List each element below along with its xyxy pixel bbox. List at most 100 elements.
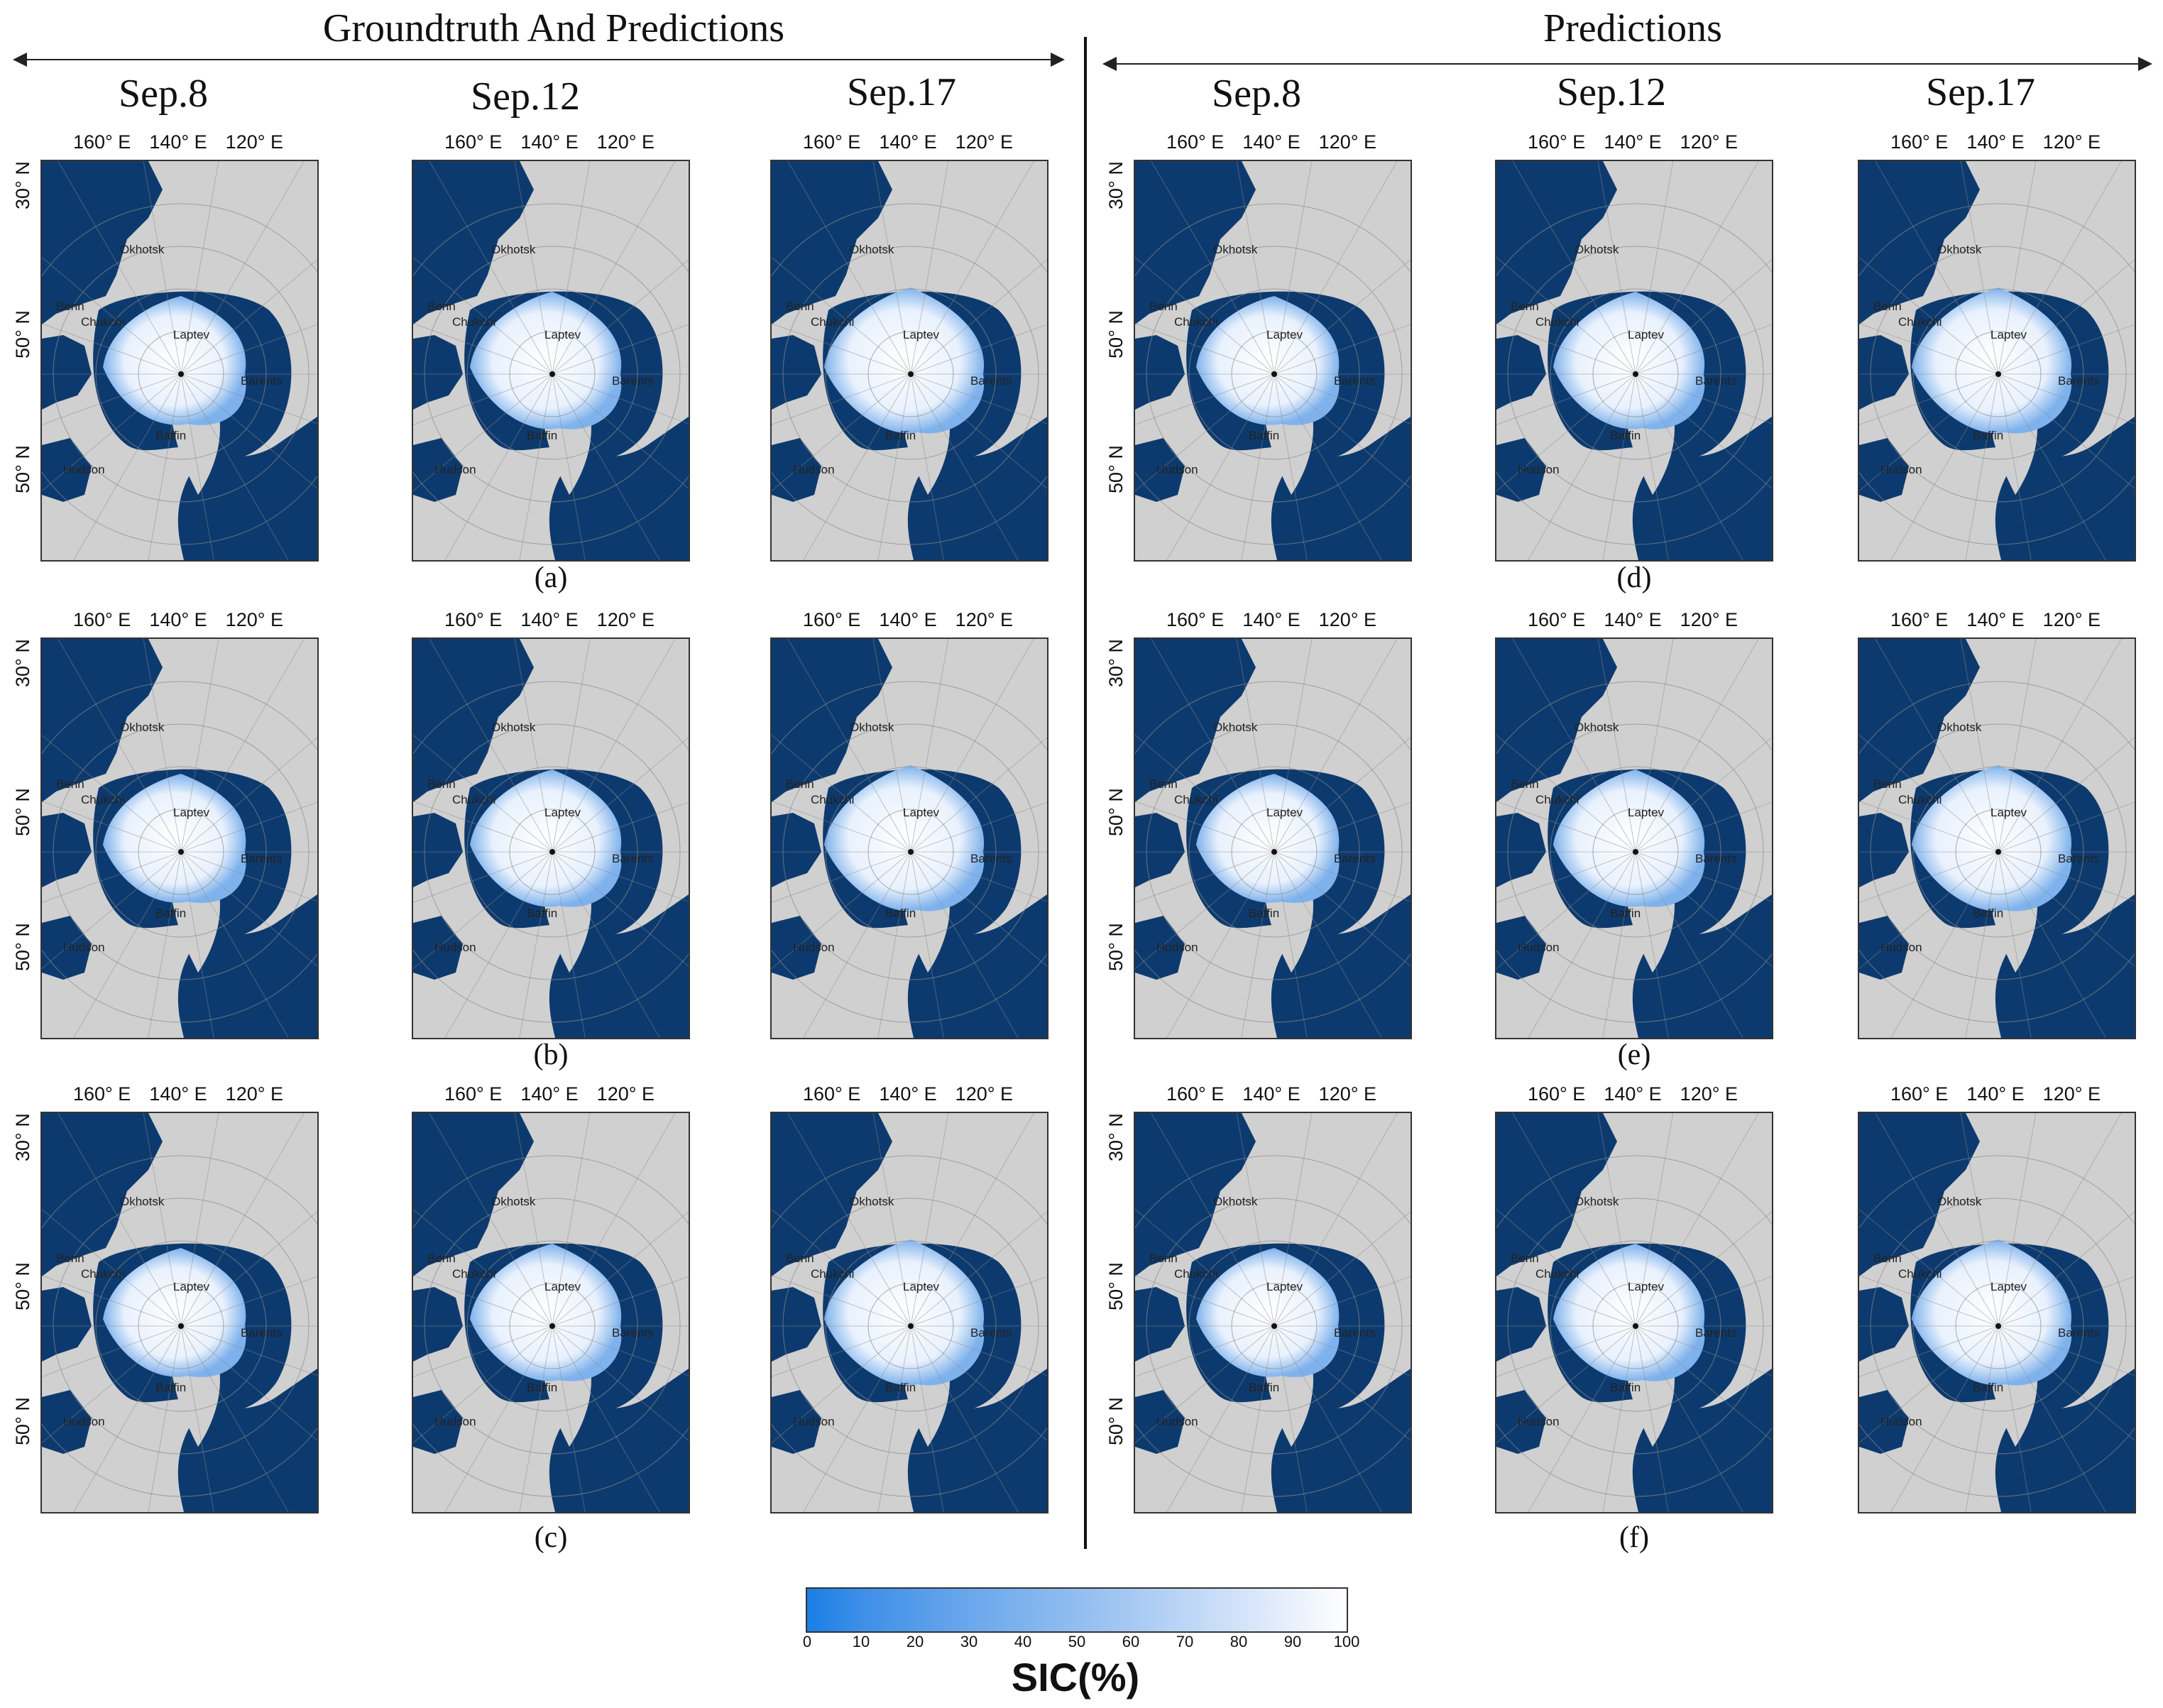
longitude-label: 160° E <box>72 609 131 630</box>
sea-label: Berin <box>1511 1252 1539 1265</box>
caption-f: (f) <box>1619 1521 1649 1554</box>
sea-label: Baffin <box>885 429 916 442</box>
sea-label: Chukchi <box>1898 1267 1942 1281</box>
sea-label: Chukchi <box>81 793 124 806</box>
longitude-label: 140° E <box>1242 1083 1300 1105</box>
colorbar-tick-label: 50 <box>1068 1633 1086 1650</box>
longitude-label: 160° E <box>72 131 131 153</box>
sea-label: Chukchi <box>452 1267 495 1281</box>
sea-label: Okhotsk <box>1213 1195 1258 1208</box>
sea-label: Laptev <box>173 328 210 341</box>
longitude-label: 140° E <box>1604 131 1662 153</box>
date-right-2: Sep.12 <box>1557 70 1666 114</box>
sea-label: Baffin <box>885 907 916 920</box>
sea-label: Berin <box>786 1252 814 1265</box>
longitude-labels: 160° E 140° E 120° E <box>1858 609 2133 631</box>
longitude-labels: 160° E 140° E 120° E <box>1134 1083 1409 1105</box>
longitude-labels: 160° E 140° E 120° E <box>1495 131 1770 153</box>
sea-label: Hudson <box>1880 1415 1922 1428</box>
section-divider <box>1084 37 1087 1549</box>
longitude-label: 140° E <box>1604 609 1662 630</box>
sea-label: Hudson <box>63 463 105 476</box>
longitude-label: 160° E <box>802 131 861 153</box>
sea-label: Chukchi <box>1535 315 1579 329</box>
sea-label: Okhotsk <box>1213 721 1258 734</box>
longitude-label: 140° E <box>1242 131 1300 153</box>
sea-label: Hudson <box>1518 941 1560 954</box>
longitude-labels: 160° E 140° E 120° E <box>770 1083 1046 1105</box>
right-arrow-line <box>1111 63 2144 65</box>
sea-label: Laptev <box>1990 806 2027 819</box>
sea-label: Barents <box>970 852 1012 865</box>
sea-label: Baffin <box>1973 907 2003 920</box>
sea-label: Laptev <box>1990 328 2027 341</box>
arctic-sic-map: Okhotsk Berin Chukchi Laptev Barents Baffin Hu… <box>1858 1112 2136 1513</box>
sea-label: Chukchi <box>811 315 854 329</box>
latitude-label: 50° N <box>1105 1397 1127 1445</box>
right-arrow-end <box>2138 57 2152 71</box>
sea-label: Baffin <box>155 429 186 442</box>
sea-label: Chukchi <box>811 1267 854 1281</box>
latitude-label: 50° N <box>12 788 33 836</box>
sea-label: Chukchi <box>1898 793 1942 806</box>
sea-label: Okhotsk <box>120 1195 165 1208</box>
sea-label: Laptev <box>903 328 940 341</box>
sea-label: Okhotsk <box>850 1195 894 1208</box>
sea-label: Hudson <box>1880 463 1922 476</box>
sea-label: Barents <box>1695 1326 1737 1340</box>
sea-label: Chukchi <box>811 793 854 806</box>
sea-label: Berin <box>1873 777 1902 791</box>
sea-label: Laptev <box>1266 1280 1303 1293</box>
latitude-label: 50° N <box>12 445 33 493</box>
longitude-label: 160° E <box>802 609 861 630</box>
sea-label: Laptev <box>903 1280 940 1293</box>
caption-c: (c) <box>534 1521 568 1554</box>
left-section-title: Groundtruth And Predictions <box>322 6 785 50</box>
longitude-label: 120° E <box>596 131 655 153</box>
longitude-label: 120° E <box>955 1083 1014 1105</box>
longitude-labels: 160° E 140° E 120° E <box>1134 609 1409 631</box>
sea-label: Laptev <box>544 1280 581 1293</box>
sea-label: Barents <box>1695 374 1737 388</box>
arctic-sic-map: Okhotsk Berin Chukchi Laptev Barents Baffin Hu… <box>1134 160 1412 562</box>
longitude-label: 120° E <box>596 1083 655 1105</box>
longitude-label: 160° E <box>1527 609 1586 630</box>
longitude-label: 120° E <box>1318 1083 1377 1105</box>
sea-label: Okhotsk <box>491 243 536 256</box>
sea-label: Baffin <box>885 1381 916 1394</box>
sea-label: Hudson <box>1156 941 1198 954</box>
sea-label: Chukchi <box>1174 1267 1217 1281</box>
sea-label: Berin <box>1873 300 1902 313</box>
sea-label: Chukchi <box>452 793 495 806</box>
longitude-label: 140° E <box>879 1083 937 1105</box>
longitude-label: 140° E <box>1966 131 2025 153</box>
longitude-labels: 160° E 140° E 120° E <box>770 609 1046 631</box>
sea-label: Berin <box>1873 1252 1902 1265</box>
sea-label: Hudson <box>793 463 835 476</box>
sea-label: Berin <box>786 777 814 791</box>
latitude-label: 30° N <box>12 1113 33 1161</box>
colorbar-tick-label: 0 <box>802 1633 812 1650</box>
caption-d: (d) <box>1616 562 1652 594</box>
sea-label: Laptev <box>1628 806 1665 819</box>
arctic-sic-map: Okhotsk Berin Chukchi Laptev Barents Baffin Hu… <box>1495 1112 1773 1513</box>
arctic-sic-map: Okhotsk Berin Chukchi Laptev Barents Baffin Hu… <box>412 160 690 562</box>
longitude-label: 120° E <box>225 609 284 630</box>
sea-label: Barents <box>2058 852 2100 865</box>
sea-label: Chukchi <box>1535 793 1579 806</box>
sea-label: Baffin <box>1973 1381 2003 1394</box>
longitude-label: 160° E <box>1890 131 1949 153</box>
sea-label: Chukchi <box>1174 315 1217 329</box>
sea-label: Barents <box>970 1326 1012 1340</box>
colorbar-tick-label: 100 <box>1333 1633 1360 1650</box>
sea-label: Laptev <box>1266 328 1303 341</box>
colorbar-tick-label: 40 <box>1014 1633 1032 1650</box>
sea-label: Berin <box>56 777 84 791</box>
arctic-sic-map: Okhotsk Berin Chukchi Laptev Barents Baffin Hu… <box>40 637 319 1039</box>
sea-label: Baffin <box>527 907 557 920</box>
longitude-labels: 160° E 140° E 120° E <box>1858 1083 2133 1105</box>
sea-label: Barents <box>612 1326 654 1340</box>
sea-label: Laptev <box>1628 328 1665 341</box>
longitude-labels: 160° E 140° E 120° E <box>412 131 687 153</box>
